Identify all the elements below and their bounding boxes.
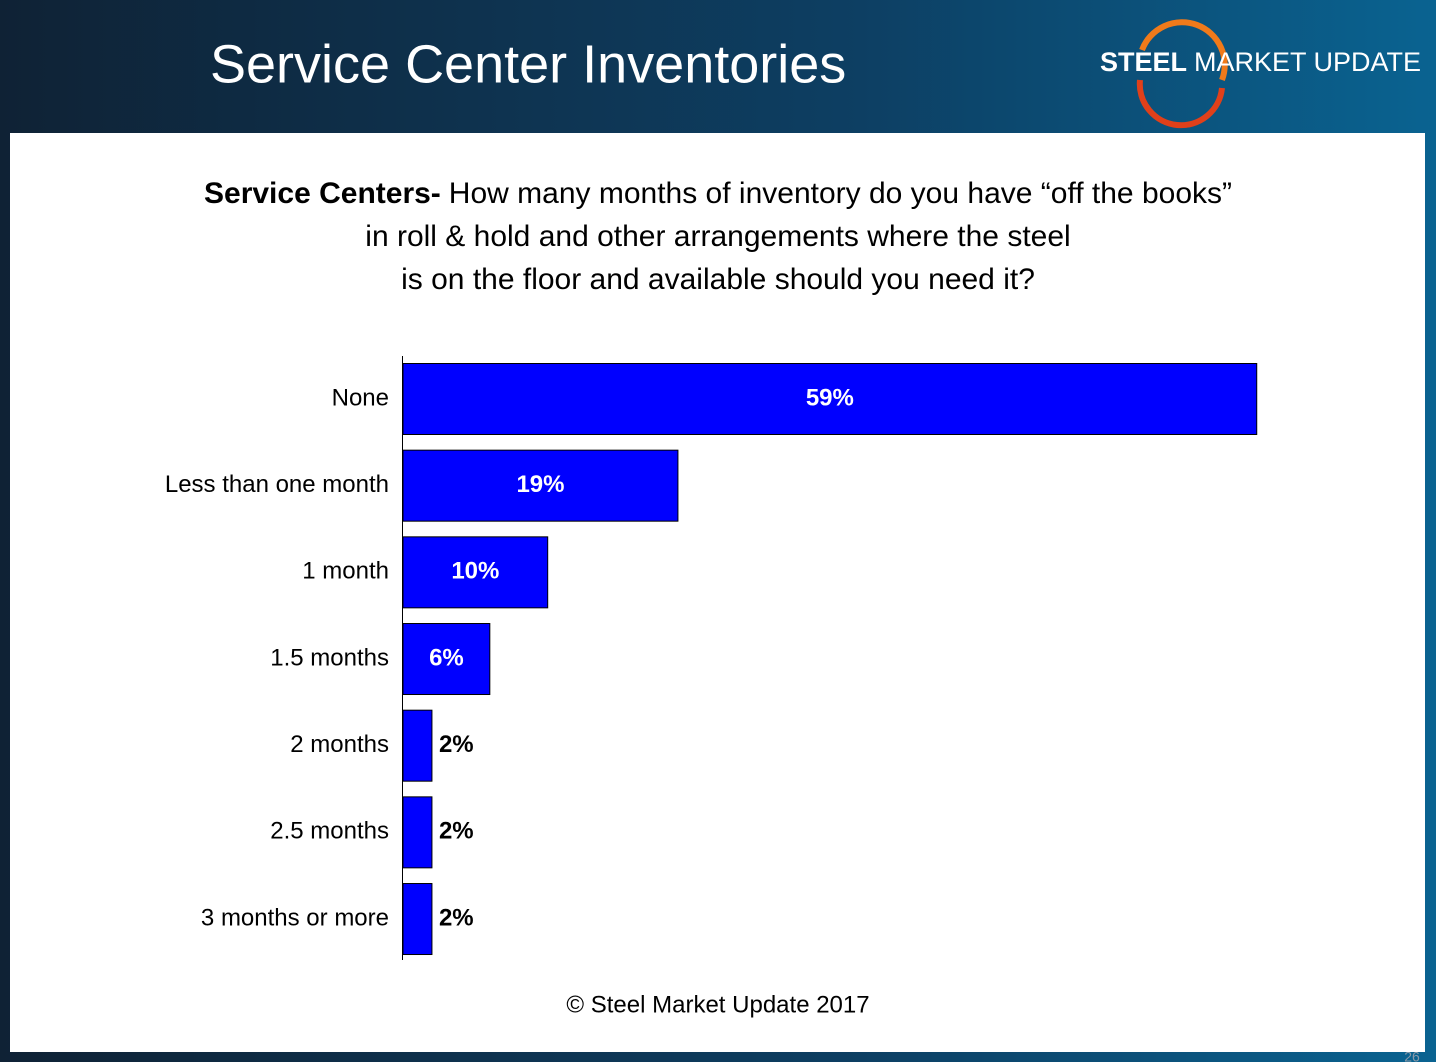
value-label: 10% [451, 558, 499, 585]
value-label: 59% [806, 384, 854, 411]
bar [402, 363, 1258, 435]
bar [402, 796, 433, 869]
bar [402, 449, 679, 522]
category-label: 1.5 months [270, 644, 389, 671]
bar [402, 883, 433, 956]
footer-copyright: © Steel Market Update 2017 [566, 991, 869, 1018]
value-label: 6% [429, 644, 464, 671]
subtitle-line: Service Centers- How many months of inven… [204, 177, 1232, 210]
category-label: 2.5 months [270, 818, 389, 845]
category-label: 3 months or more [201, 904, 389, 931]
logo-arc [1139, 19, 1228, 82]
logo-light: UPDATE [1314, 47, 1422, 77]
subtitle-line: is on the floor and available should you… [401, 263, 1035, 296]
bar [402, 536, 549, 609]
logo-bold: STEEL [1100, 47, 1187, 77]
content-panel [10, 133, 1425, 1052]
value-label: 2% [439, 818, 474, 845]
category-label: Less than one month [165, 471, 389, 498]
logo-middle: MARKET [1194, 47, 1307, 77]
bar [402, 623, 491, 696]
category-label: None [332, 384, 389, 411]
subtitle-line: in roll & hold and other arrangements wh… [365, 220, 1070, 253]
subtitle-text: How many months of inventory do you have… [449, 177, 1232, 210]
logo-arc [1136, 79, 1225, 129]
value-label: 2% [439, 731, 474, 758]
logo: STEEL MARKET UPDATE [1100, 47, 1421, 77]
category-label: 1 month [302, 558, 389, 585]
slide-title: Service Center Inventories [210, 34, 846, 94]
value-label: 19% [516, 471, 564, 498]
page-number: 26 [1404, 1049, 1420, 1062]
bar [402, 709, 433, 782]
category-label: 2 months [290, 731, 389, 758]
value-label: 2% [439, 904, 474, 931]
subtitle-lead: Service Centers- [204, 177, 441, 210]
